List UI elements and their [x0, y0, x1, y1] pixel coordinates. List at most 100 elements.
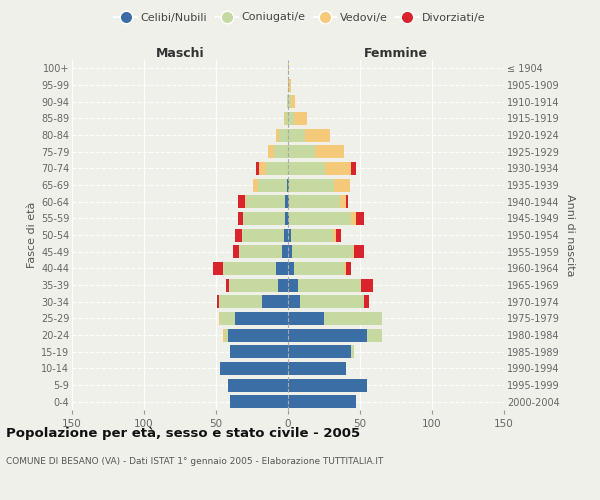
Bar — [288, 278, 298, 291]
Bar — [285, 195, 288, 208]
Bar — [239, 245, 282, 258]
Bar — [356, 212, 364, 225]
Bar — [266, 162, 288, 175]
Bar — [353, 245, 354, 258]
Bar — [288, 362, 346, 375]
Bar — [288, 295, 299, 308]
Bar — [288, 395, 356, 408]
Bar — [361, 278, 373, 291]
Bar — [335, 228, 341, 241]
Bar — [289, 78, 291, 92]
Bar — [288, 228, 291, 241]
Bar — [288, 95, 291, 108]
Bar — [219, 295, 262, 308]
Bar — [288, 145, 316, 158]
Bar — [291, 228, 332, 241]
Bar — [253, 178, 258, 192]
Bar — [292, 245, 353, 258]
Bar — [289, 195, 340, 208]
Bar — [219, 312, 220, 325]
Bar — [288, 178, 289, 192]
Bar — [364, 295, 368, 308]
Bar — [238, 212, 244, 225]
Y-axis label: Anni di nascita: Anni di nascita — [565, 194, 575, 276]
Bar — [352, 345, 354, 358]
Bar — [284, 228, 288, 241]
Bar — [299, 295, 364, 308]
Bar — [294, 112, 307, 125]
Bar — [213, 262, 223, 275]
Bar — [244, 212, 285, 225]
Bar — [230, 345, 288, 358]
Bar — [217, 295, 219, 308]
Bar — [223, 328, 224, 342]
Bar — [291, 95, 295, 108]
Bar — [324, 312, 382, 325]
Text: Femmine: Femmine — [364, 47, 428, 60]
Bar — [288, 212, 289, 225]
Bar — [233, 245, 239, 258]
Bar — [346, 262, 352, 275]
Bar — [294, 262, 344, 275]
Bar — [284, 112, 285, 125]
Bar — [224, 328, 227, 342]
Bar — [289, 212, 352, 225]
Bar — [288, 62, 289, 75]
Bar — [288, 262, 294, 275]
Text: COMUNE DI BESANO (VA) - Dati ISTAT 1° gennaio 2005 - Elaborazione TUTTITALIA.IT: COMUNE DI BESANO (VA) - Dati ISTAT 1° ge… — [6, 458, 383, 466]
Bar — [288, 112, 294, 125]
Bar — [235, 312, 288, 325]
Bar — [325, 162, 352, 175]
Bar — [277, 128, 280, 141]
Y-axis label: Fasce di età: Fasce di età — [26, 202, 37, 268]
Bar — [274, 145, 288, 158]
Bar — [280, 128, 288, 141]
Bar — [262, 295, 288, 308]
Bar — [340, 195, 346, 208]
Text: Popolazione per età, sesso e stato civile - 2005: Popolazione per età, sesso e stato civil… — [6, 428, 360, 440]
Bar — [277, 262, 288, 275]
Bar — [220, 312, 235, 325]
Bar — [332, 228, 335, 241]
Bar — [298, 278, 361, 291]
Bar — [288, 378, 367, 392]
Bar — [285, 212, 288, 225]
Bar — [246, 195, 285, 208]
Bar — [289, 178, 334, 192]
Bar — [288, 245, 292, 258]
Bar — [223, 262, 277, 275]
Bar — [242, 228, 284, 241]
Bar — [288, 162, 325, 175]
Bar — [227, 378, 288, 392]
Bar — [344, 262, 346, 275]
Legend: Celibi/Nubili, Coniugati/e, Vedovi/e, Divorziati/e: Celibi/Nubili, Coniugati/e, Vedovi/e, Di… — [110, 8, 490, 27]
Bar — [229, 278, 278, 291]
Bar — [305, 128, 330, 141]
Bar — [220, 362, 288, 375]
Bar — [235, 228, 242, 241]
Bar — [287, 178, 288, 192]
Bar — [259, 162, 266, 175]
Bar — [334, 178, 350, 192]
Bar — [282, 245, 288, 258]
Bar — [278, 278, 288, 291]
Bar — [288, 328, 367, 342]
Bar — [245, 195, 246, 208]
Bar — [287, 95, 288, 108]
Bar — [258, 178, 287, 192]
Bar — [268, 145, 274, 158]
Bar — [316, 145, 344, 158]
Bar — [346, 195, 349, 208]
Bar — [288, 345, 352, 358]
Bar — [352, 162, 356, 175]
Bar — [288, 312, 324, 325]
Text: Maschi: Maschi — [155, 47, 205, 60]
Bar — [238, 195, 245, 208]
Bar — [256, 162, 259, 175]
Bar — [285, 112, 288, 125]
Bar — [288, 128, 305, 141]
Bar — [230, 395, 288, 408]
Bar — [288, 195, 289, 208]
Bar — [352, 212, 356, 225]
Bar — [288, 78, 289, 92]
